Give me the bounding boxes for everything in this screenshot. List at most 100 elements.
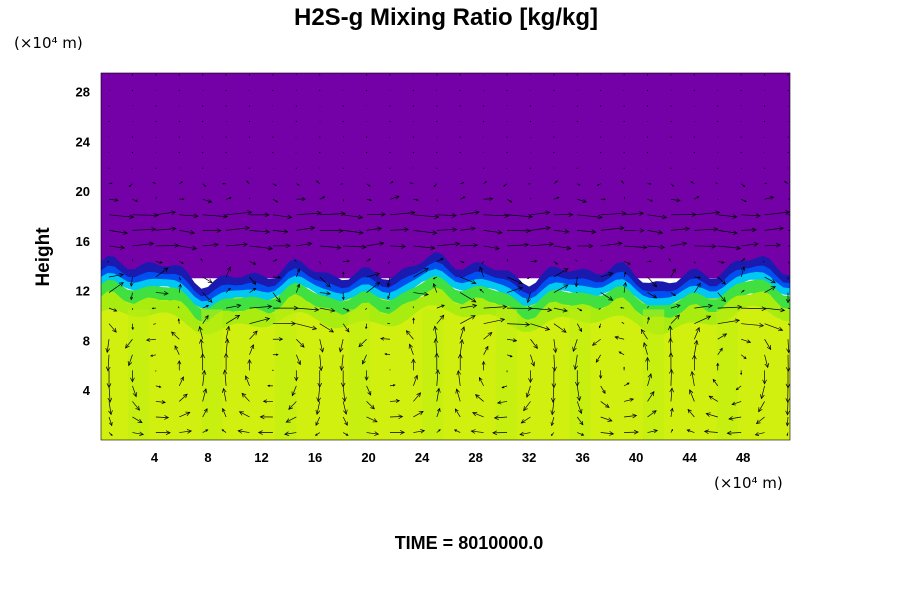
arrow-head — [129, 282, 134, 287]
arrow-dot — [389, 167, 391, 169]
arrow-head — [690, 370, 695, 377]
arrow-head — [620, 306, 623, 309]
arrow-shaft — [506, 258, 509, 262]
velocity-arrow — [202, 167, 204, 169]
velocity-arrow — [247, 358, 252, 371]
velocity-arrow — [132, 416, 143, 424]
arrow-head — [462, 261, 465, 264]
velocity-arrow — [460, 226, 476, 232]
arrow-head — [454, 408, 459, 413]
arrow-shaft — [155, 416, 169, 418]
arrow-shaft — [460, 196, 466, 200]
velocity-arrow — [478, 376, 484, 387]
arrow-dot — [717, 167, 719, 169]
velocity-arrow — [179, 230, 195, 235]
arrow-head — [742, 258, 746, 261]
velocity-arrow — [553, 261, 559, 265]
arrow-dot — [225, 74, 227, 76]
velocity-arrow — [715, 182, 718, 185]
arrow-head — [105, 347, 111, 354]
velocity-arrow — [178, 89, 180, 92]
velocity-arrow — [717, 167, 719, 169]
arrow-shaft — [727, 432, 742, 434]
velocity-arrow — [758, 401, 765, 413]
arrow-shaft — [460, 292, 477, 303]
arrow-shaft — [199, 326, 204, 340]
arrow-shaft — [389, 196, 400, 200]
arrow-shaft — [179, 230, 195, 234]
arrow-head — [118, 282, 124, 287]
velocity-arrow — [361, 354, 367, 365]
velocity-arrow — [295, 167, 297, 169]
velocity-arrow — [225, 89, 227, 92]
arrow-dot — [178, 136, 180, 138]
arrow-shaft — [507, 323, 530, 326]
arrow-shaft — [553, 245, 571, 249]
arrow-head — [340, 382, 346, 388]
arrow-shaft — [365, 307, 367, 310]
arrow-shaft — [689, 389, 695, 402]
velocity-arrow — [694, 276, 702, 279]
arrow-head — [556, 196, 560, 200]
arrow-dot — [670, 74, 672, 76]
arrow-shaft — [764, 354, 769, 368]
arrow-shaft — [551, 416, 555, 426]
arrow-shaft — [288, 401, 297, 410]
velocity-arrow — [740, 354, 747, 360]
arrow-head — [109, 421, 113, 427]
velocity-arrow — [483, 229, 503, 235]
arrow-head — [130, 296, 134, 301]
arrow-shaft — [475, 394, 484, 402]
arrow-shaft — [501, 385, 508, 389]
arrow-shaft — [706, 413, 718, 418]
velocity-arrow — [226, 225, 251, 231]
velocity-arrow — [530, 354, 536, 367]
arrow-shaft — [717, 245, 741, 249]
velocity-arrow — [787, 74, 789, 76]
arrow-shaft — [202, 244, 219, 247]
arrow-shaft — [762, 261, 765, 263]
arrow-head — [319, 347, 325, 353]
velocity-arrow — [413, 392, 422, 402]
velocity-arrow — [366, 385, 372, 396]
velocity-arrow — [754, 432, 765, 436]
arrow-head — [645, 356, 650, 362]
arrow-shaft — [530, 197, 532, 200]
arrow-head — [374, 431, 380, 436]
y-tick-label: 16 — [76, 234, 90, 249]
velocity-arrow — [339, 354, 345, 372]
arrow-shaft — [694, 211, 720, 216]
velocity-arrow — [553, 212, 574, 217]
arrow-head — [459, 338, 464, 344]
velocity-arrow — [764, 210, 790, 216]
velocity-arrow — [507, 242, 530, 248]
velocity-arrow — [764, 286, 776, 293]
arrow-dot — [225, 89, 227, 92]
lower-streak — [127, 309, 150, 440]
arrow-head — [547, 307, 553, 313]
velocity-arrow — [107, 261, 110, 263]
velocity-arrow — [436, 74, 438, 76]
arrow-shaft — [787, 261, 790, 264]
arrow-head — [602, 389, 606, 394]
x-tick-label: 12 — [254, 450, 268, 465]
arrow-dot — [295, 120, 297, 123]
arrow-shaft — [108, 274, 124, 278]
arrow-head — [395, 195, 400, 200]
x-tick-label: 32 — [522, 450, 536, 465]
velocity-arrow — [244, 375, 250, 387]
velocity-arrow — [340, 183, 344, 185]
velocity-arrow — [573, 354, 578, 371]
arrow-head — [441, 304, 445, 308]
arrow-shaft — [483, 214, 509, 217]
arrow-head — [385, 307, 388, 309]
velocity-arrow — [741, 213, 761, 218]
arrow-head — [784, 181, 787, 184]
velocity-arrow — [364, 370, 369, 381]
arrow-head — [159, 260, 163, 264]
velocity-arrow — [294, 259, 297, 262]
arrow-shaft — [389, 384, 395, 387]
velocity-arrow — [408, 343, 414, 355]
velocity-arrow — [338, 339, 344, 353]
velocity-arrow — [433, 325, 438, 340]
